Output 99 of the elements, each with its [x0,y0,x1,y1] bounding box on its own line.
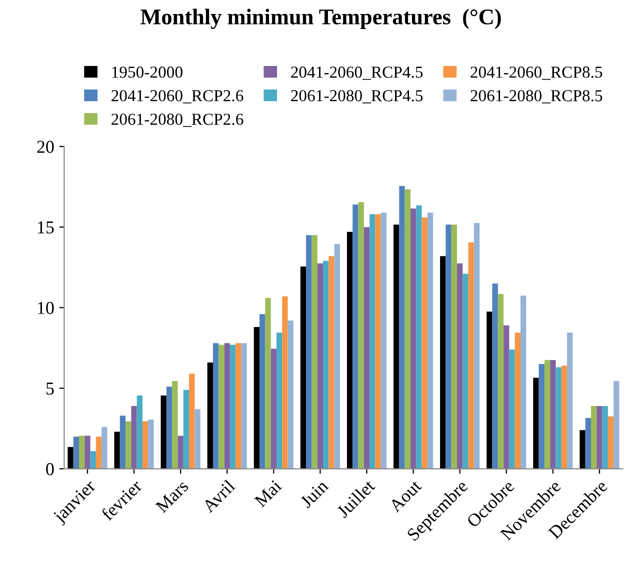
bar [236,343,242,469]
bar [468,242,474,469]
bar [288,320,294,469]
bar [142,421,148,469]
bar [440,256,446,469]
bar [394,224,400,469]
bar [131,406,137,469]
legend-label: 2061-2080_RCP2.6 [112,114,244,127]
bar [561,366,568,469]
bar [375,214,381,469]
bar [474,223,480,469]
bar [544,360,550,469]
legend-label: 2041-2060_RCP4.5 [291,66,423,80]
bar [504,325,510,469]
bar [224,343,230,469]
bar [114,432,120,469]
bar [614,380,620,469]
bar [509,350,515,469]
bar [608,416,614,469]
bar [346,232,353,469]
bar [399,186,405,469]
bar [166,386,172,469]
bar [78,436,85,469]
bar [580,430,586,469]
bar [567,332,573,469]
bar [334,244,340,469]
legend-label: 2061-2080_RCP4.5 [291,90,423,104]
bar [172,380,178,469]
y-tick-label: 15 [38,221,54,234]
bar [358,202,364,469]
bar [241,343,247,469]
bar [352,204,358,469]
bar [370,214,376,469]
bar [312,235,318,469]
legend-label: 2061-2080_RCP8.5 [470,90,602,104]
bar [364,227,370,469]
bar [550,360,556,469]
bar [212,343,219,469]
bar [282,296,288,469]
bar [446,224,452,469]
bar [183,390,190,469]
bar [556,367,562,469]
bar [317,263,324,469]
bar [160,395,166,469]
bar [230,344,236,469]
legend-label: 2041-2060_RCP2.6 [112,90,244,104]
bar [328,256,334,469]
bar [410,208,416,469]
bar [462,274,468,469]
chart-title: Monthly minimun Temperatures (°C) [140,8,501,30]
bar [276,332,282,469]
bar [90,451,96,469]
y-tick-label: 10 [38,302,54,314]
legend-label: 1950-2000 [112,66,182,78]
x-tick-label: Juin [300,479,329,509]
bar [300,266,306,469]
bar [380,212,387,469]
bar [585,418,591,469]
bar [102,426,108,469]
bar [148,420,154,469]
bar [178,436,184,469]
bar [416,205,422,469]
y-tick-label: 0 [46,463,54,476]
bar [538,364,544,469]
x-tick-label: Mai [254,479,282,508]
bar [265,298,271,469]
bar [404,189,410,469]
bar [451,224,458,469]
bar [590,406,597,469]
bar [602,406,608,469]
bar [126,421,132,469]
bar [427,212,434,469]
y-tick-label: 20 [37,140,54,153]
y-tick-label: 5 [46,382,54,395]
bar [120,416,126,469]
bar [260,314,266,469]
bar [194,409,200,469]
bar [189,374,195,469]
bar [486,312,492,469]
bar [520,296,526,469]
bar [492,283,498,469]
bar [270,348,276,469]
bar [457,263,463,469]
bar [218,344,224,469]
bar [422,217,428,469]
legend-label: 2041-2060_RCP8.5 [470,66,602,80]
bar [207,362,213,469]
bar [596,406,602,469]
bar [73,436,79,469]
bar [96,436,102,469]
bar [84,436,90,469]
bar [136,395,142,469]
bar [498,294,504,469]
bar [514,332,521,469]
bar [533,378,539,469]
bar [323,260,329,469]
bar [68,447,74,469]
bar [306,235,312,469]
bar [254,326,260,469]
